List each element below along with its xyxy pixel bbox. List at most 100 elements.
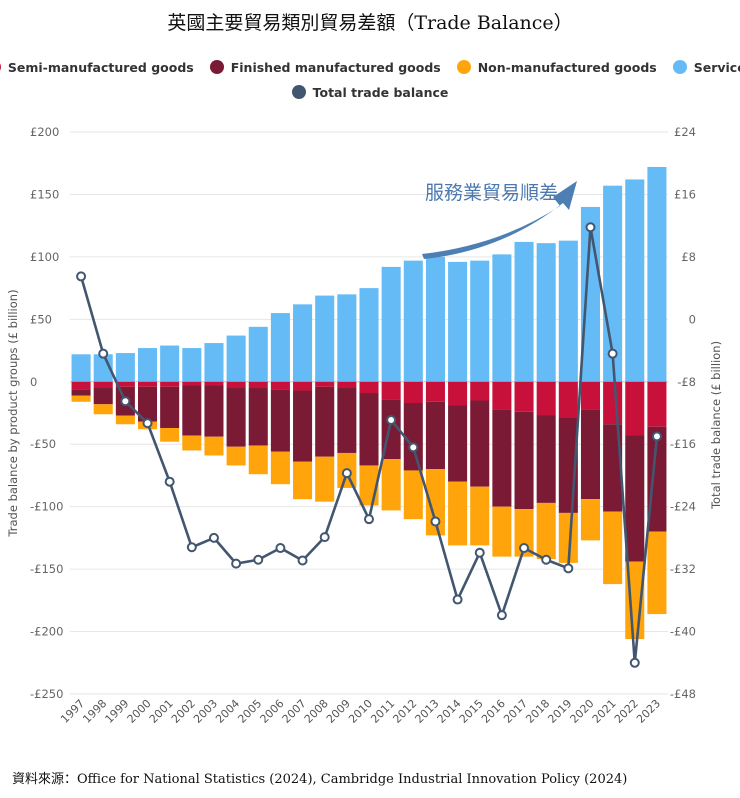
- bar-finished[interactable]: [448, 405, 468, 482]
- total-point[interactable]: [585, 222, 596, 233]
- bar-finished[interactable]: [160, 386, 180, 428]
- total-point[interactable]: [386, 415, 397, 426]
- total-point[interactable]: [231, 558, 242, 569]
- bar-services[interactable]: [647, 166, 667, 382]
- legend-item-nonmanu[interactable]: Non-manufactured goods: [456, 60, 657, 75]
- bar-semi[interactable]: [536, 381, 556, 416]
- bar-semi[interactable]: [248, 381, 268, 389]
- bar-semi[interactable]: [115, 381, 135, 387]
- total-point[interactable]: [120, 396, 131, 407]
- bar-services[interactable]: [425, 256, 445, 382]
- legend-item-finished[interactable]: Finished manufactured goods: [209, 60, 441, 75]
- bar-finished[interactable]: [359, 393, 379, 466]
- bar-nonmanu[interactable]: [514, 509, 534, 557]
- bar-semi[interactable]: [160, 381, 180, 387]
- total-point[interactable]: [98, 348, 109, 359]
- bar-finished[interactable]: [293, 390, 313, 462]
- bar-finished[interactable]: [315, 386, 335, 457]
- bar-semi[interactable]: [625, 381, 645, 436]
- bar-finished[interactable]: [514, 411, 534, 510]
- bar-nonmanu[interactable]: [647, 531, 667, 615]
- bar-finished[interactable]: [425, 401, 445, 470]
- total-point[interactable]: [76, 271, 87, 282]
- bar-finished[interactable]: [337, 388, 357, 453]
- total-point[interactable]: [341, 468, 352, 479]
- legend-item-total[interactable]: Total trade balance: [291, 85, 448, 100]
- bar-semi[interactable]: [137, 381, 158, 387]
- bar-finished[interactable]: [270, 389, 290, 452]
- bar-semi[interactable]: [71, 381, 91, 390]
- bar-finished[interactable]: [625, 435, 645, 562]
- total-point[interactable]: [164, 476, 175, 487]
- bar-nonmanu[interactable]: [270, 451, 290, 485]
- bar-nonmanu[interactable]: [536, 502, 556, 560]
- bar-nonmanu[interactable]: [315, 456, 335, 502]
- total-point[interactable]: [607, 348, 618, 359]
- bar-services[interactable]: [293, 304, 313, 382]
- bar-nonmanu[interactable]: [204, 436, 224, 456]
- bar-nonmanu[interactable]: [293, 461, 313, 500]
- bar-services[interactable]: [403, 260, 423, 382]
- bar-nonmanu[interactable]: [381, 459, 401, 511]
- legend-item-services[interactable]: Services: [672, 60, 740, 75]
- bar-services[interactable]: [514, 241, 534, 382]
- total-point[interactable]: [430, 516, 441, 527]
- total-point[interactable]: [297, 555, 308, 566]
- bar-nonmanu[interactable]: [248, 445, 268, 475]
- bar-semi[interactable]: [381, 381, 401, 400]
- bar-services[interactable]: [470, 260, 490, 382]
- bar-finished[interactable]: [647, 426, 667, 532]
- bar-services[interactable]: [337, 294, 357, 382]
- bar-finished[interactable]: [182, 385, 202, 436]
- bar-semi[interactable]: [425, 381, 445, 402]
- total-point[interactable]: [474, 547, 485, 558]
- bar-services[interactable]: [558, 240, 578, 382]
- bar-semi[interactable]: [337, 381, 357, 389]
- bar-semi[interactable]: [270, 381, 290, 390]
- bar-services[interactable]: [226, 335, 246, 382]
- bar-finished[interactable]: [536, 415, 556, 503]
- bar-services[interactable]: [137, 348, 158, 382]
- bar-semi[interactable]: [448, 381, 468, 406]
- bar-nonmanu[interactable]: [403, 470, 423, 520]
- bar-nonmanu[interactable]: [226, 446, 246, 466]
- total-point[interactable]: [496, 610, 507, 621]
- total-point[interactable]: [208, 532, 219, 543]
- bar-semi[interactable]: [182, 381, 202, 386]
- bar-semi[interactable]: [514, 381, 534, 412]
- bar-finished[interactable]: [403, 403, 423, 471]
- bar-services[interactable]: [248, 326, 268, 382]
- bar-finished[interactable]: [580, 409, 601, 500]
- bar-finished[interactable]: [248, 388, 268, 446]
- bar-semi[interactable]: [580, 381, 601, 410]
- bar-semi[interactable]: [603, 381, 623, 425]
- total-point[interactable]: [563, 563, 574, 574]
- bar-nonmanu[interactable]: [558, 512, 578, 563]
- bar-nonmanu[interactable]: [448, 481, 468, 546]
- bar-semi[interactable]: [403, 381, 423, 404]
- bar-services[interactable]: [448, 261, 468, 382]
- bar-nonmanu[interactable]: [470, 486, 490, 546]
- bar-services[interactable]: [182, 348, 202, 382]
- bar-services[interactable]: [270, 313, 290, 382]
- bar-semi[interactable]: [226, 381, 246, 389]
- total-point[interactable]: [651, 431, 662, 442]
- legend-item-semi[interactable]: Semi-manufactured goods: [0, 60, 194, 75]
- total-point[interactable]: [319, 532, 330, 543]
- bar-nonmanu[interactable]: [160, 427, 180, 442]
- bar-semi[interactable]: [315, 381, 335, 387]
- bar-semi[interactable]: [93, 381, 113, 389]
- total-point[interactable]: [142, 418, 153, 429]
- bar-finished[interactable]: [226, 388, 246, 447]
- bar-nonmanu[interactable]: [492, 506, 512, 557]
- total-point[interactable]: [275, 543, 286, 554]
- bar-finished[interactable]: [93, 388, 113, 405]
- total-point[interactable]: [452, 594, 463, 605]
- total-point[interactable]: [519, 543, 530, 554]
- bar-services[interactable]: [204, 343, 224, 382]
- bar-semi[interactable]: [470, 381, 490, 401]
- bar-finished[interactable]: [137, 386, 158, 422]
- bar-nonmanu[interactable]: [115, 415, 135, 425]
- bar-semi[interactable]: [359, 381, 379, 394]
- total-point[interactable]: [541, 554, 552, 565]
